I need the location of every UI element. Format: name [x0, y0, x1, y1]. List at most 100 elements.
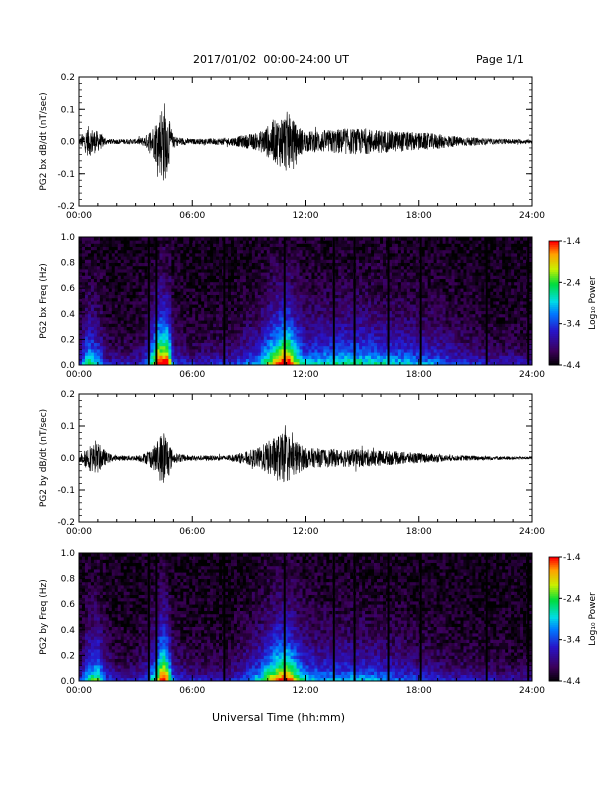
- spectrogram-cell: [87, 336, 92, 340]
- spectrogram-cell: [394, 352, 399, 356]
- spectrogram-cell: [141, 275, 145, 279]
- spectrogram-cell: [93, 329, 98, 334]
- spectrogram-cell: [245, 269, 250, 273]
- spectrogram-cell: [406, 358, 411, 363]
- spectrogram-cell: [344, 265, 348, 270]
- spectrogram-cell: [391, 240, 396, 244]
- spectrogram-cell: [141, 307, 145, 311]
- spectrogram-cell: [123, 275, 128, 279]
- spectrogram-cell: [335, 323, 339, 327]
- spectrogram-cell: [421, 349, 426, 353]
- spectrogram-cell: [171, 358, 175, 363]
- spectrogram-cell: [120, 281, 125, 286]
- spectrogram-cell: [284, 259, 289, 263]
- spectrogram-cell: [213, 301, 217, 305]
- spectrogram-cell: [374, 237, 378, 241]
- spectrogram-cell: [168, 256, 172, 260]
- spectrogram-cell: [159, 285, 163, 289]
- spectrogram-cell: [87, 333, 92, 337]
- spectrogram-cell: [397, 278, 402, 283]
- spectrogram-cell: [403, 288, 408, 292]
- spectrogram-cell: [153, 272, 157, 276]
- spectrogram-cell: [436, 285, 441, 289]
- spectrogram-cell: [308, 272, 312, 276]
- spectrogram-cell: [377, 304, 381, 308]
- spectrogram-cell: [424, 323, 429, 327]
- spectrogram-cell: [138, 326, 142, 331]
- spectrogram-cell: [233, 320, 238, 324]
- spectrogram-cell: [371, 336, 375, 340]
- spectrogram-cell: [308, 246, 312, 251]
- spectrogram-cell: [108, 349, 113, 353]
- spectrogram-cell: [269, 329, 274, 334]
- spectrogram-cell: [93, 253, 98, 257]
- spectrogram-cell: [204, 272, 208, 276]
- spectrogram-cell: [323, 256, 327, 260]
- spectrogram-cell: [394, 345, 399, 350]
- spectrogram-cell: [228, 352, 232, 356]
- spectrogram-cell: [99, 358, 104, 363]
- spectrogram-cell: [201, 285, 205, 289]
- spectrogram-cell: [329, 345, 333, 350]
- spectrogram-cell: [156, 301, 160, 305]
- spectrogram-cell: [430, 269, 435, 273]
- spectrogram-cell: [338, 265, 342, 270]
- spectrogram-cell: [278, 361, 283, 366]
- spectrogram-cell: [374, 272, 378, 276]
- spectrogram-cell: [216, 240, 220, 244]
- spectrogram-cell: [239, 333, 244, 337]
- spectrogram-cell: [380, 310, 384, 315]
- spectrogram-cell: [141, 342, 145, 347]
- spectrogram-cell: [266, 262, 271, 267]
- spectrogram-cell: [287, 301, 291, 305]
- spectrogram-cell: [239, 278, 244, 283]
- spectrogram-cell: [269, 256, 274, 260]
- spectrogram-cell: [299, 336, 303, 340]
- spectrogram-cell: [108, 342, 113, 347]
- spectrogram-cell: [377, 291, 381, 295]
- spectrogram-cell: [123, 329, 128, 334]
- spectrogram-cell: [368, 275, 372, 279]
- spectrogram-cell: [201, 358, 205, 363]
- spectrogram-cell: [189, 358, 193, 363]
- spectrogram-cell: [430, 358, 435, 363]
- spectrogram-cell: [108, 246, 113, 251]
- spectrogram-cell: [236, 259, 241, 263]
- spectrogram-cell: [93, 297, 98, 302]
- spectrogram-cell: [153, 323, 157, 327]
- spectrogram-cell: [162, 361, 166, 366]
- spectrogram-cell: [117, 285, 122, 289]
- spectrogram-cell: [335, 269, 339, 273]
- spectrogram-cell: [281, 352, 286, 356]
- spectrogram-cell: [382, 345, 387, 350]
- spectrogram-cell: [421, 320, 426, 324]
- spectrogram-cell: [335, 265, 339, 270]
- spectrogram-cell: [391, 355, 396, 359]
- spectrogram-cell: [302, 246, 306, 251]
- spectrogram-cell: [356, 304, 360, 308]
- spectrogram-cell: [350, 355, 354, 359]
- spectrogram-cell: [365, 301, 369, 305]
- spectrogram-cell: [254, 259, 259, 263]
- spectrogram-cell: [287, 272, 291, 276]
- spectrogram-cell: [368, 297, 372, 302]
- spectrogram-cell: [281, 288, 286, 292]
- spectrogram-cell: [338, 291, 342, 295]
- spectrogram-cell: [269, 361, 274, 366]
- spectrogram-cell: [79, 285, 83, 289]
- spectrogram-cell: [281, 361, 286, 366]
- spectrogram-cell: [436, 269, 441, 273]
- spectrogram-cell: [111, 329, 116, 334]
- spectrogram-cell: [397, 269, 402, 273]
- spectrogram-cell: [204, 345, 208, 350]
- spectrogram-cell: [311, 240, 315, 244]
- spectrogram-cell: [117, 313, 122, 318]
- spectrogram-cell: [96, 278, 101, 283]
- spectrogram-cell: [284, 342, 289, 347]
- spectrogram-cell: [296, 339, 300, 343]
- spectrogram-cell: [159, 301, 163, 305]
- spectrogram-cell: [168, 320, 172, 324]
- spectrogram-cell: [245, 253, 250, 257]
- spectrogram-cell: [275, 249, 280, 254]
- spectrogram-cell: [427, 358, 432, 363]
